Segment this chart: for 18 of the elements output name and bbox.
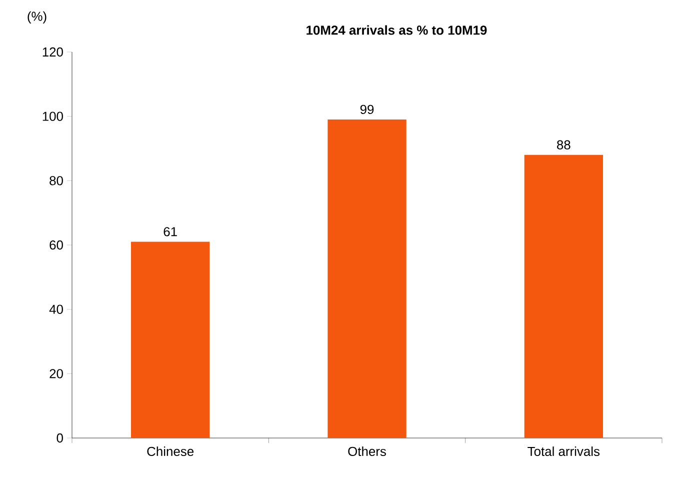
y-tick-label: 120 [42, 47, 63, 57]
y-tick-label: 100 [42, 112, 63, 121]
data-label: 99 [360, 104, 374, 114]
bar [524, 154, 604, 438]
x-tick-label: Chinese [147, 446, 194, 456]
y-tick-label: 40 [49, 304, 63, 314]
y-axis-title: (%) [28, 11, 46, 24]
y-tick-label: 80 [50, 176, 63, 186]
data-label: 61 [164, 227, 177, 236]
bar [328, 120, 406, 438]
x-tick-label: Others [348, 446, 386, 456]
data-label: 88 [557, 140, 570, 150]
y-tick-label: 60 [50, 240, 63, 250]
y-tick-label: 0 [56, 433, 63, 443]
y-tick-label: 20 [50, 369, 63, 378]
bar [131, 242, 210, 438]
chart-title: 10M24 arrivals as % to 10M19 [306, 25, 487, 35]
x-tick-label: Total arrivals [528, 446, 600, 456]
